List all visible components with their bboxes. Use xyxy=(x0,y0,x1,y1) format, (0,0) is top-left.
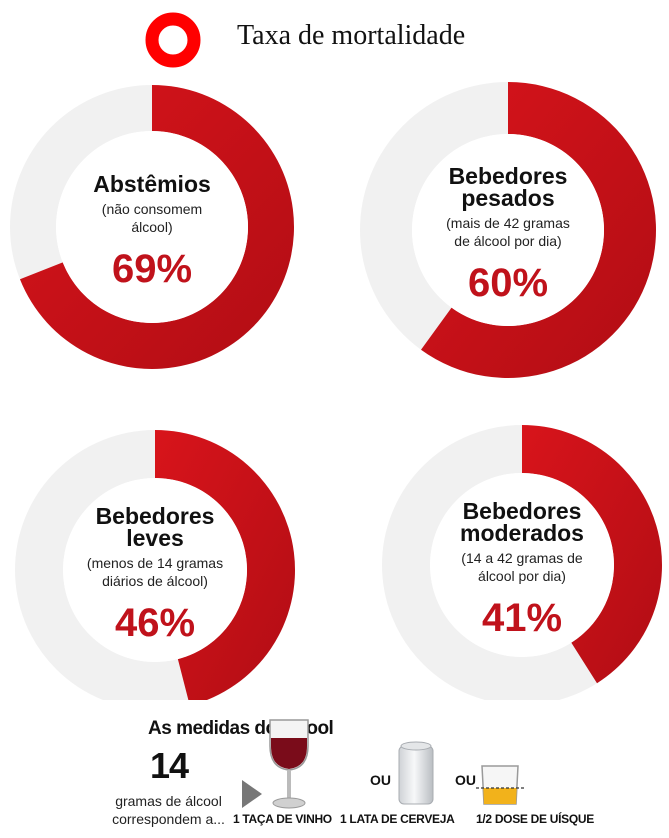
or-label-1: OU xyxy=(370,772,391,788)
donut-title-line: moderados xyxy=(460,520,584,546)
donut-value-arc xyxy=(421,82,656,378)
donut-center xyxy=(430,473,614,657)
beer-label: 1 LATA DE CERVEJA xyxy=(340,812,455,826)
arrow-right-icon xyxy=(242,780,262,808)
donut-subtitle-line: (14 a 42 gramas de xyxy=(461,550,583,566)
donut-value-arc xyxy=(522,425,662,684)
donut-value-label: 69% xyxy=(112,247,192,291)
donut-title-line: Bebedores xyxy=(96,503,215,529)
red-ring-icon xyxy=(145,12,201,68)
donut-subtitle-line: álcool por dia) xyxy=(478,568,566,584)
donut-value-label: 60% xyxy=(468,261,548,305)
legend-label: Taxa de mortalidade xyxy=(237,20,466,51)
donut-subtitle-line: (menos de 14 gramas xyxy=(87,555,223,571)
grams-description-line-2: correspondem a... xyxy=(112,811,225,827)
whisky-glass-icon xyxy=(476,765,524,805)
donut-subtitle-line: álcool) xyxy=(131,219,172,235)
donut-center xyxy=(63,478,247,662)
donut-value-arc xyxy=(19,85,294,369)
donut-title-line: pesados xyxy=(461,185,554,211)
donut-value-label: 46% xyxy=(115,601,195,645)
grams-description-line-1: gramas de álcool xyxy=(115,793,222,809)
donut-value-arc xyxy=(155,430,295,700)
donut-subtitle-line: (não consomem xyxy=(102,201,202,217)
donut-1: Abstêmios (não consomem álcool) 69% xyxy=(10,85,294,369)
legend: Taxa de mortalidade xyxy=(145,8,565,68)
grams-description: gramas de álcool correspondem a... xyxy=(96,792,241,828)
donut-value-label: 41% xyxy=(482,596,562,640)
donut-title-line: Bebedores xyxy=(449,163,568,189)
donut-title-line: leves xyxy=(126,525,184,551)
whisky-label: 1/2 DOSE DE UÍSQUE xyxy=(476,812,594,826)
grams-number: 14 xyxy=(150,745,189,786)
beer-can-icon xyxy=(398,741,434,805)
wine-label: 1 TAÇA DE VINHO xyxy=(233,812,332,826)
donut-center xyxy=(412,134,604,326)
donut-title-line: Bebedores xyxy=(463,498,582,524)
donut-subtitle-line: de álcool por dia) xyxy=(454,233,561,249)
donut-center xyxy=(56,131,248,323)
donut-subtitle-line: diários de álcool) xyxy=(102,573,208,589)
mortality-donut-charts: Abstêmios (não consomem álcool) 69% Bebedore… xyxy=(10,82,662,700)
alcohol-measures-section: As medidas do álcool 14 gramas de álcool… xyxy=(0,700,669,838)
donut-title-line: Abstêmios xyxy=(93,171,211,197)
donut-subtitle-line: (mais de 42 gramas xyxy=(446,215,570,231)
wine-glass-icon xyxy=(269,719,309,809)
or-label-2: OU xyxy=(455,772,476,788)
